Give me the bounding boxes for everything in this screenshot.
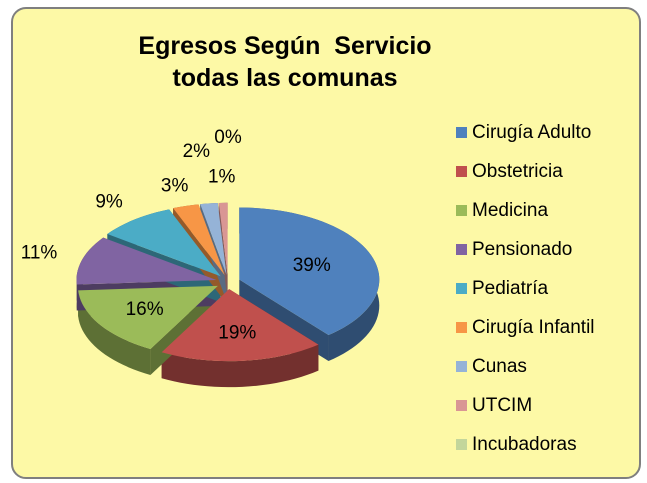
legend-label: Incubadoras xyxy=(472,434,577,455)
legend-swatch xyxy=(456,205,467,216)
data-label: 2% xyxy=(183,141,211,162)
legend-label: Pediatría xyxy=(472,278,548,299)
data-label: 11% xyxy=(21,242,58,263)
legend-label: Medicina xyxy=(472,200,548,221)
slice xyxy=(161,289,319,362)
legend-swatch xyxy=(456,322,467,333)
data-label: 0% xyxy=(214,127,242,148)
data-label: 19% xyxy=(218,323,256,344)
legend-swatch xyxy=(456,439,467,450)
slice xyxy=(218,202,228,275)
legend-label: UTCIM xyxy=(472,395,532,416)
legend-label: Cirugía Infantil xyxy=(472,317,595,338)
legend-label: Pensionado xyxy=(472,239,572,260)
slice xyxy=(78,285,218,349)
legend-swatch xyxy=(456,400,467,411)
slice xyxy=(107,209,221,277)
legend-label: Cirugía Adulto xyxy=(472,122,591,143)
data-label: 3% xyxy=(161,176,189,197)
slice xyxy=(76,237,217,285)
legend-swatch xyxy=(456,127,467,138)
legend-swatch xyxy=(456,244,467,255)
chart-title: Egresos Según Servicio todas las comunas xyxy=(138,32,439,92)
legend-swatch xyxy=(456,283,467,294)
slice-outer-wall xyxy=(78,290,151,375)
slice xyxy=(239,207,380,336)
legend-label: Obstetricia xyxy=(472,161,563,182)
legend-swatch xyxy=(456,166,467,177)
slice xyxy=(173,204,225,276)
legend-label: Cunas xyxy=(472,356,527,377)
slice-outer-wall xyxy=(161,344,319,388)
data-label: 16% xyxy=(126,299,164,320)
data-label: 9% xyxy=(95,191,123,212)
slice xyxy=(200,202,227,275)
data-label: 1% xyxy=(208,167,236,188)
slice-tops xyxy=(76,202,380,362)
legend-swatch xyxy=(456,361,467,372)
data-label: 39% xyxy=(293,255,331,276)
